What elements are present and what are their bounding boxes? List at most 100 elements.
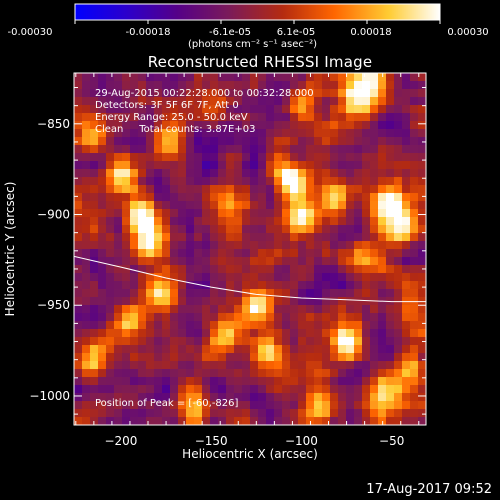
heatmap-cell [266, 369, 275, 378]
heatmap-cell [82, 217, 91, 226]
heatmap-cell [202, 177, 211, 186]
heatmap-cell [330, 225, 339, 234]
heatmap-cell [154, 417, 163, 425]
heatmap-cell [402, 113, 411, 122]
heatmap-cell [162, 113, 171, 122]
heatmap-cell [314, 265, 323, 274]
heatmap-cell [98, 297, 107, 306]
heatmap-cell [90, 129, 99, 138]
heatmap-cell [154, 345, 163, 354]
heatmap-cell [402, 361, 411, 370]
heatmap-cell [154, 353, 163, 362]
heatmap-cell [162, 313, 171, 322]
heatmap-cell [258, 361, 267, 370]
heatmap-cell [274, 113, 283, 122]
heatmap-cell [82, 153, 91, 162]
heatmap-cell [226, 81, 235, 90]
heatmap-cell [290, 417, 299, 425]
heatmap-cell [394, 201, 403, 210]
heatmap-cell [162, 169, 171, 178]
heatmap-cell [162, 137, 171, 146]
heatmap-cell [362, 129, 371, 138]
heatmap-cell [274, 105, 283, 114]
heatmap-cell [122, 169, 131, 178]
heatmap-cell [250, 201, 259, 210]
heatmap-cell [106, 329, 115, 338]
heatmap-cell [330, 241, 339, 250]
heatmap-cell [314, 121, 323, 130]
heatmap-cell [330, 401, 339, 410]
heatmap-cell [146, 241, 155, 250]
heatmap-cell [242, 321, 251, 330]
heatmap-cell [130, 241, 139, 250]
heatmap-cell [290, 121, 299, 130]
heatmap-cell [338, 369, 347, 378]
heatmap-cell [258, 241, 267, 250]
heatmap-cell [194, 417, 203, 425]
heatmap-cell [346, 257, 355, 266]
heatmap-cell [90, 153, 99, 162]
heatmap-cell [338, 273, 347, 282]
heatmap-cell [122, 297, 131, 306]
heatmap-cell [234, 297, 243, 306]
heatmap-cell [194, 321, 203, 330]
heatmap-cell [122, 305, 131, 314]
heatmap-cell [378, 345, 387, 354]
heatmap-cell [394, 233, 403, 242]
y-axis-tick-labels: −850−900−950−1000 [29, 117, 70, 403]
heatmap-cell [402, 169, 411, 178]
heatmap-cell [402, 369, 411, 378]
heatmap-cell [146, 393, 155, 402]
heatmap-cell [298, 265, 307, 274]
heatmap-cell [90, 177, 99, 186]
heatmap-cell [250, 249, 259, 258]
heatmap-cell [98, 369, 107, 378]
heatmap-cell [370, 345, 379, 354]
heatmap-cell [402, 337, 411, 346]
heatmap-cell [290, 217, 299, 226]
heatmap-cell [306, 305, 315, 314]
heatmap-cell [362, 105, 371, 114]
heatmap-cell [98, 169, 107, 178]
heatmap-cell [346, 105, 355, 114]
heatmap-cell [346, 369, 355, 378]
heatmap-cell [330, 337, 339, 346]
heatmap-cell [330, 297, 339, 306]
heatmap-cell [362, 145, 371, 154]
heatmap-cell [290, 193, 299, 202]
heatmap-cell [74, 377, 83, 386]
heatmap-cell [298, 249, 307, 258]
heatmap-cell [170, 225, 179, 234]
heatmap-cell [354, 89, 363, 98]
heatmap-cell [402, 145, 411, 154]
heatmap-cell [346, 89, 355, 98]
heatmap-cell [218, 353, 227, 362]
heatmap-cell [170, 97, 179, 106]
heatmap-cell [418, 105, 426, 114]
heatmap-cell [394, 409, 403, 418]
heatmap-cell [322, 377, 331, 386]
heatmap-cell [178, 321, 187, 330]
heatmap-cell [306, 137, 315, 146]
heatmap-cell [402, 137, 411, 146]
heatmap-cell [266, 153, 275, 162]
heatmap-cell [242, 89, 251, 98]
heatmap-cell [354, 385, 363, 394]
heatmap-cell [82, 353, 91, 362]
heatmap-cell [258, 185, 267, 194]
heatmap-cell [82, 209, 91, 218]
heatmap-cell [418, 113, 426, 122]
heatmap-cell [370, 177, 379, 186]
heatmap-cell [250, 329, 259, 338]
heatmap-cell [346, 281, 355, 290]
heatmap-cell [274, 401, 283, 410]
heatmap-cell [202, 337, 211, 346]
heatmap-cell [410, 217, 419, 226]
heatmap-cell [386, 121, 395, 130]
heatmap-cell [258, 81, 267, 90]
heatmap-cell [338, 361, 347, 370]
heatmap-cell [386, 369, 395, 378]
heatmap-cell [98, 321, 107, 330]
heatmap-cell [298, 281, 307, 290]
heatmap-cell [210, 105, 219, 114]
